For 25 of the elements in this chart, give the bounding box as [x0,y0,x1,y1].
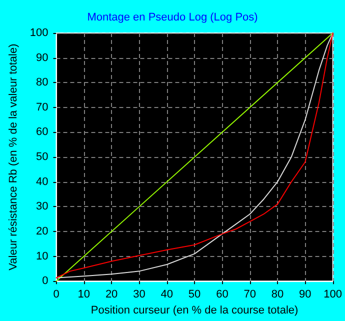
x-tick-label: 70 [244,288,256,301]
y-tick-label: 30 [36,200,48,213]
y-tick-label: 20 [36,225,48,238]
y-tick-label: 10 [36,250,48,262]
y-tick-label: 90 [36,52,48,64]
x-tick-label: 100 [324,288,342,301]
x-tick-label: 20 [105,288,118,301]
y-tick-label: 0 [42,275,48,288]
x-tick-label: 0 [53,288,60,301]
y-tick-label: 40 [36,176,48,188]
x-tick-label: 60 [216,288,228,301]
y-tick-label: 70 [36,101,48,114]
x-tick-label: 90 [299,288,312,301]
y-tick-label: 60 [36,126,48,138]
x-tick-label: 80 [271,288,284,301]
y-tick-label: 80 [36,76,48,89]
y-axis-title: Valeur résistance Rb (en % de la valeur totale) [8,44,20,270]
x-tick-label: 10 [78,288,90,301]
x-axis-title: Position curseur (en % de la course totale) [90,304,298,316]
y-tick-label: 100 [30,27,48,39]
x-tick-label: 30 [133,288,146,301]
x-tick-label: 40 [160,288,174,301]
chart-title: Montage en Pseudo Log (Log Pos) [87,12,258,24]
x-tick-label: 50 [188,288,201,301]
y-tick-label: 50 [36,151,48,164]
